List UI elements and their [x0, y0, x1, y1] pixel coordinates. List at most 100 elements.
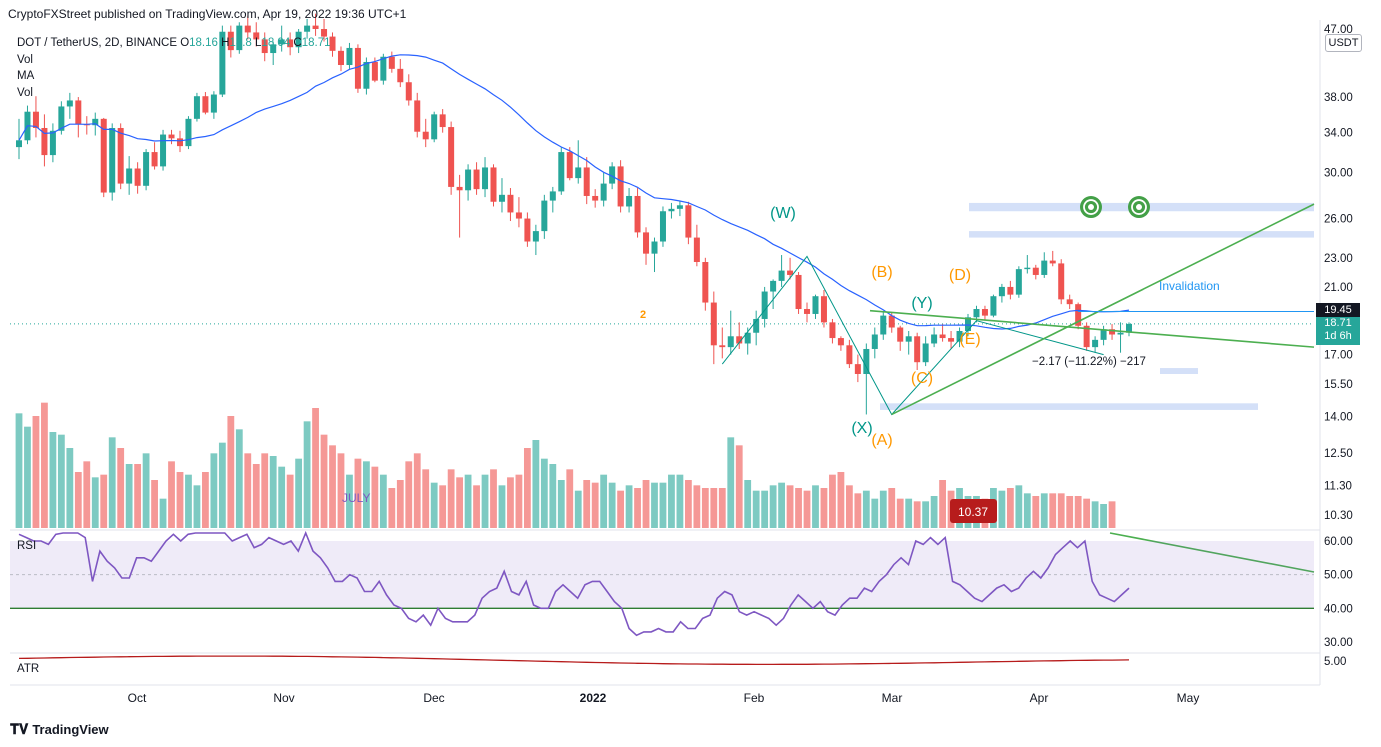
volume-bar — [727, 437, 735, 528]
volume-bar — [507, 477, 514, 528]
price-tag-last: 18.71 1d 6h — [1316, 316, 1360, 345]
candle-body — [100, 118, 107, 193]
candle-body — [549, 191, 556, 201]
volume-bar — [845, 485, 853, 528]
volume-bar — [15, 413, 23, 528]
legend-vol-ma[interactable]: Vol — [17, 86, 33, 99]
symbol-title[interactable]: DOT / TetherUS, 2D, BINANCE — [17, 37, 177, 49]
volume-bar — [1049, 493, 1057, 528]
price-axis-tick: 12.50 — [1324, 448, 1353, 460]
candle-body — [456, 186, 463, 191]
candle-body — [507, 194, 514, 213]
candle-body — [219, 31, 226, 95]
volume-bar — [1083, 498, 1091, 528]
target-icon — [1136, 204, 1142, 211]
volume-bar — [303, 421, 311, 528]
rising-trendline — [891, 203, 1315, 416]
candle-body — [787, 270, 794, 275]
volume-bar — [583, 480, 591, 528]
rsi-trendline — [1109, 532, 1315, 573]
volume-bar — [202, 472, 209, 528]
volume-bar — [125, 464, 133, 528]
ohlc-h-key: H — [221, 37, 230, 49]
volume-bar — [837, 472, 845, 528]
candle-body — [253, 32, 260, 40]
volume-bar — [659, 482, 667, 528]
price-axis-tick: 23.00 — [1324, 253, 1353, 265]
candle-body — [846, 345, 853, 365]
candle-body — [532, 231, 539, 242]
volume-bar — [193, 485, 201, 528]
candle-body — [736, 336, 743, 344]
wave-path — [721, 255, 1104, 416]
candle-body — [414, 100, 421, 132]
candle-body — [719, 345, 726, 348]
volume-bar — [481, 474, 489, 528]
candle-body — [422, 131, 429, 140]
candle-body — [693, 237, 700, 263]
volume-bar — [1074, 496, 1082, 528]
candle-body — [981, 309, 988, 316]
volume-bar — [1032, 496, 1040, 528]
candle-body — [702, 262, 709, 303]
candle-body — [659, 211, 666, 242]
rsi-axis-tick: 60.00 — [1324, 536, 1353, 548]
volume-bar — [354, 458, 362, 528]
volume-bar — [363, 461, 370, 528]
wave-label-orange: (B) — [871, 264, 892, 281]
volume-bar — [600, 474, 608, 528]
price-tag-invalidation-value: 19.45 — [1324, 304, 1352, 317]
legend-ma[interactable]: MA — [17, 70, 35, 82]
candle-body — [151, 152, 158, 167]
volume-bar — [430, 482, 438, 528]
candle-body — [905, 336, 912, 342]
volume-bar — [337, 453, 345, 528]
volume-bar — [523, 448, 531, 528]
volume-bar — [151, 480, 158, 528]
target-zone — [969, 231, 1314, 238]
volume-bar — [456, 477, 464, 528]
candle-body — [117, 127, 124, 184]
volume-bar — [286, 474, 294, 528]
price-tag-invalidation: 19.45 — [1316, 303, 1360, 319]
candle-body — [193, 96, 200, 119]
volume-bar — [710, 488, 718, 528]
volume-bar — [413, 453, 421, 528]
candle-body — [863, 348, 870, 374]
candle-body — [32, 111, 39, 128]
candle-body — [651, 241, 658, 254]
volume-bar — [752, 490, 760, 528]
price-axis-tick: 15.50 — [1324, 379, 1353, 391]
volume-bar — [617, 490, 625, 528]
wave-label-orange: (D) — [949, 267, 971, 284]
volume-bar — [930, 496, 938, 528]
candle-body — [312, 25, 319, 29]
volume-bar — [159, 498, 167, 528]
target-zone — [880, 403, 1258, 410]
candle-body — [710, 302, 717, 346]
candle-body — [804, 309, 811, 314]
volume-bar — [820, 488, 828, 528]
atr-line — [18, 655, 1130, 666]
tradingview-brand[interactable]: 𝐓𝐕 TradingView — [10, 721, 109, 738]
candle-body — [583, 167, 590, 196]
atr-axis-tick: 5.00 — [1324, 656, 1346, 668]
volume-bar — [862, 490, 870, 528]
volume-bar — [227, 416, 235, 528]
candle-body — [1126, 323, 1132, 333]
price-axis-tick: 21.00 — [1324, 282, 1353, 294]
volume-bar — [803, 490, 811, 528]
candle-body — [1109, 329, 1116, 335]
legend-vol[interactable]: Vol — [17, 53, 33, 66]
volume-bar — [1040, 493, 1048, 528]
volume-note-label: JULY — [342, 491, 370, 505]
moving-average-line — [18, 54, 1130, 330]
volume-bar — [1091, 501, 1099, 528]
candle-body — [1015, 269, 1022, 295]
candle-body — [626, 195, 633, 207]
candle-body — [634, 195, 641, 233]
candle-body — [727, 336, 734, 348]
currency-label[interactable]: USDT — [1325, 34, 1362, 52]
volume-bar — [557, 480, 565, 528]
